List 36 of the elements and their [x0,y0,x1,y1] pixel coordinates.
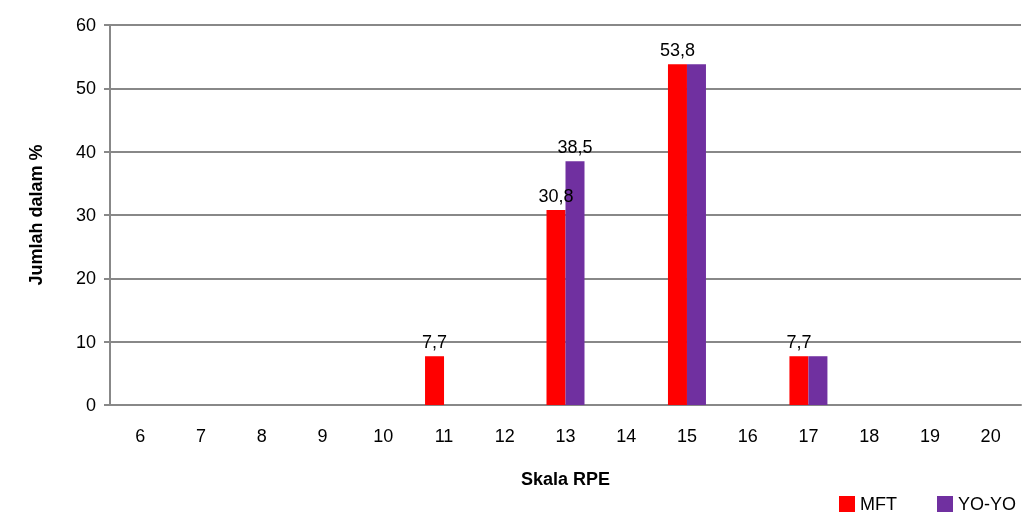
x-tick-label: 15 [676,426,697,446]
x-tick-label: 7 [196,426,207,446]
data-label: 7,7 [786,332,812,353]
x-tick-label: 11 [434,426,454,446]
x-tick-label: 13 [555,426,576,446]
bar [667,64,687,405]
y-tick-label: 30 [75,205,96,225]
x-tick-label: 20 [980,426,1001,446]
y-tick-label: 20 [75,268,96,289]
y-axis-title: Jumlah dalam % [26,144,46,286]
y-tick-label: 40 [75,141,96,162]
y-tick-label: 0 [85,395,96,415]
x-tick-label: 19 [919,426,940,446]
x-tick-label: 17 [798,426,819,446]
bar [546,209,566,405]
x-tick-label: 12 [494,426,515,446]
x-tick-label: 8 [256,426,267,446]
x-tick-label: 9 [317,426,328,446]
x-tick-label: 10 [373,426,394,446]
y-tick-label: 60 [75,15,96,35]
x-axis-title: Skala RPE [520,469,611,489]
bar [808,356,828,405]
x-tick-label: 18 [859,426,880,446]
y-tick-label: 10 [75,331,96,352]
bar [789,356,809,405]
x-tick-label: 16 [737,426,758,446]
data-label: 7,7 [422,332,448,353]
data-label: 38,5 [557,137,593,158]
bar [686,64,706,405]
y-tick-label: 50 [75,78,96,99]
legend-label: YO-YO [957,494,1017,514]
legend-label: MFT [860,494,897,514]
data-label: 53,8 [659,40,695,61]
bar [425,356,445,405]
x-tick-label: 14 [616,426,637,446]
x-tick-label: 6 [135,426,146,446]
